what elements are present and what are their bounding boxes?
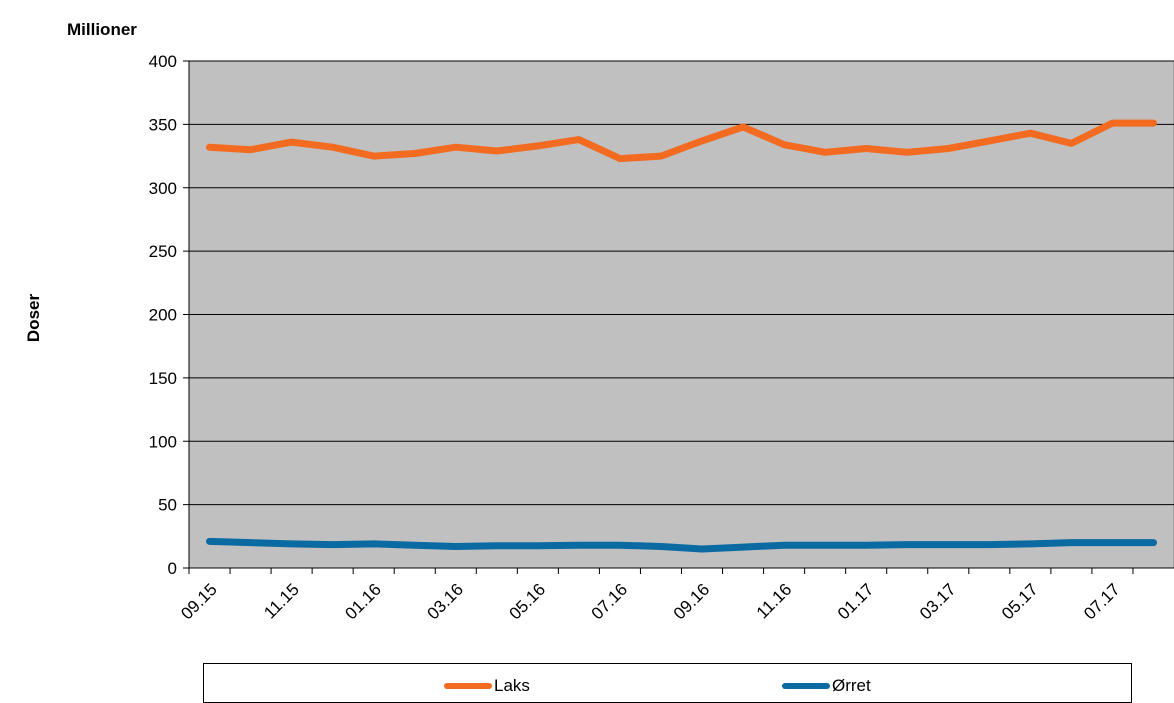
x-tick-label: 09.16 — [670, 580, 714, 624]
y-tick-label: 300 — [149, 179, 177, 198]
x-tick-label: 09.15 — [177, 580, 221, 624]
x-tick-label: 11.15 — [260, 580, 303, 623]
legend-item-laks: Laks — [444, 676, 530, 696]
legend: Laks Ørret — [203, 663, 1132, 703]
x-tick-label: 01.17 — [834, 580, 878, 624]
x-tick-label: 01.16 — [341, 580, 385, 624]
y-tick-label: 50 — [158, 496, 177, 515]
x-tick-label: 11.16 — [753, 580, 796, 623]
x-tick-label: 03.17 — [916, 580, 960, 624]
y-tick-label: 400 — [149, 52, 177, 71]
x-axis: 09.15 11.15 01.16 03.16 05.16 07.16 09.16 11.16… — [177, 568, 1174, 623]
legend-swatch-orret — [782, 683, 830, 689]
legend-item-orret: Ørret — [782, 676, 871, 696]
x-tick-label: 05.17 — [998, 580, 1042, 624]
x-tick-label: 07.16 — [588, 580, 632, 624]
y-tick-label: 350 — [149, 115, 177, 134]
y-tick-label: 0 — [168, 559, 177, 578]
legend-swatch-laks — [444, 683, 492, 689]
x-tick-label: 03.16 — [423, 580, 467, 624]
x-tick-label: 05.16 — [506, 580, 550, 624]
x-tick-label: 07.17 — [1080, 580, 1124, 624]
y-tick-label: 250 — [149, 242, 177, 261]
legend-label-laks: Laks — [494, 676, 530, 696]
y-tick-label: 100 — [149, 432, 177, 451]
legend-label-orret: Ørret — [832, 676, 871, 696]
y-axis: 0 50 100 150 200 250 300 350 400 — [149, 52, 189, 578]
y-tick-label: 150 — [149, 369, 177, 388]
y-tick-label: 200 — [149, 306, 177, 325]
